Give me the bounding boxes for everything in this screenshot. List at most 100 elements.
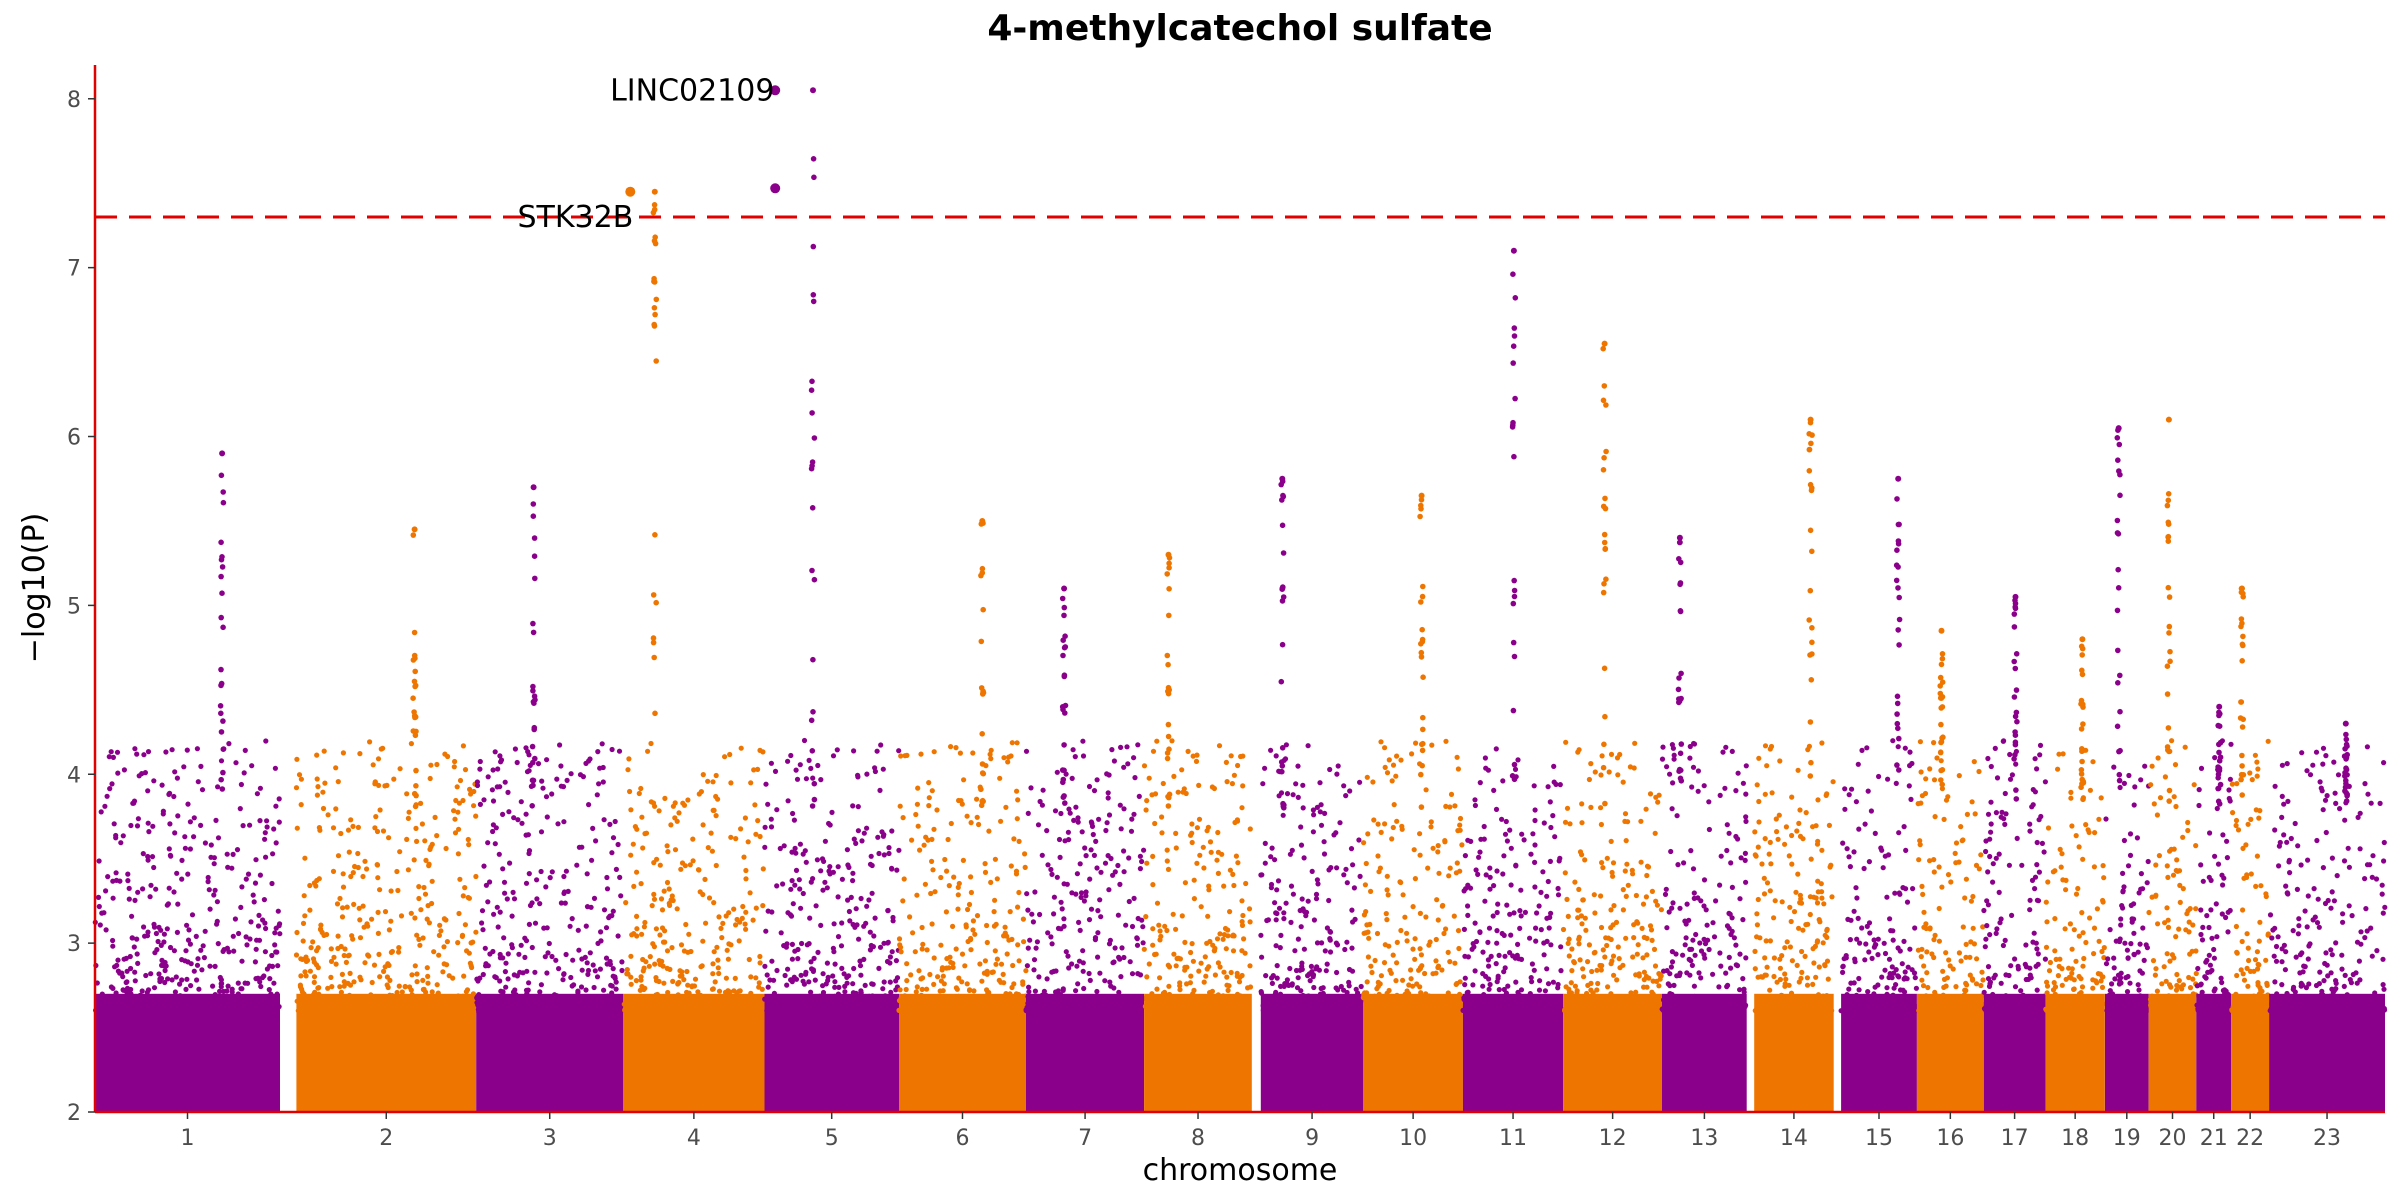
snp-point (889, 828, 895, 834)
snp-point (731, 906, 737, 912)
snp-point (641, 999, 647, 1006)
snp-point (1293, 1004, 1299, 1010)
snp-point (660, 939, 667, 945)
snp-point (1892, 890, 1898, 896)
snp-point (1510, 343, 1517, 350)
snp-point (810, 656, 816, 663)
snp-point (357, 974, 363, 980)
snp-point (801, 981, 808, 987)
snp-point (946, 1007, 953, 1014)
snp-point (1823, 1004, 1829, 1010)
snp-point (1728, 860, 1734, 866)
snp-point (1644, 935, 1650, 942)
snp-point (809, 459, 816, 465)
snp-point (1902, 745, 1908, 751)
snp-point (1020, 979, 1026, 985)
snp-point (367, 739, 373, 745)
snp-point (1327, 998, 1333, 1005)
snp-point (1871, 1008, 1877, 1014)
snp-point (1473, 997, 1479, 1004)
snp-point (1742, 850, 1748, 857)
snp-point (1368, 888, 1374, 895)
snp-point (1677, 539, 1683, 546)
snp-point (1303, 913, 1309, 919)
snp-point (1891, 1004, 1897, 1010)
chr-14-dense-band (1754, 993, 1834, 1112)
snp-point (1468, 838, 1474, 845)
snp-point (110, 754, 116, 761)
snp-point (1395, 1006, 1401, 1012)
snp-point (534, 877, 540, 883)
snp-point (625, 767, 631, 773)
snp-point (470, 939, 476, 945)
snp-point (482, 945, 488, 951)
snp-point (1600, 345, 1606, 352)
snp-point (1782, 981, 1788, 987)
snp-point (1317, 991, 1324, 997)
snp-point (844, 847, 851, 853)
snp-point (1871, 937, 1877, 943)
snp-point (307, 907, 313, 913)
snp-point (1809, 639, 1815, 646)
snp-point (904, 961, 910, 967)
snp-point (1743, 791, 1749, 797)
snp-point (1067, 1006, 1073, 1012)
snp-point (1849, 786, 1855, 792)
snp-point (785, 966, 791, 972)
snp-point (511, 896, 518, 902)
snp-point (871, 1007, 878, 1014)
snp-point (640, 956, 646, 963)
snp-point (888, 997, 895, 1003)
snp-point (926, 780, 932, 786)
snp-point (177, 993, 183, 999)
snp-point (1819, 895, 1825, 901)
snp-point (799, 940, 805, 947)
snp-point (713, 813, 719, 819)
snp-point (815, 949, 821, 956)
snp-point (224, 851, 230, 857)
snp-point (1117, 802, 1123, 808)
snp-point (736, 1008, 742, 1014)
snp-point (956, 975, 962, 981)
snp-point (598, 938, 604, 944)
snp-point (251, 899, 257, 905)
snp-point (166, 791, 172, 798)
snp-point (277, 931, 283, 937)
snp-point (931, 955, 937, 961)
snp-point (160, 808, 166, 814)
snp-point (1677, 581, 1683, 588)
snp-point (1121, 764, 1127, 770)
snp-point (430, 996, 436, 1002)
snp-point (1223, 946, 1229, 952)
snp-point (671, 999, 678, 1005)
snp-point (1342, 946, 1348, 953)
snp-point (984, 939, 990, 946)
snp-point (1807, 527, 1814, 534)
snp-point (1620, 907, 1626, 913)
snp-point (171, 948, 177, 954)
snp-point (134, 951, 140, 957)
snp-point (1419, 593, 1426, 600)
snp-point (1599, 753, 1605, 759)
snp-point (1688, 958, 1694, 964)
snp-point (927, 971, 933, 978)
snp-point (755, 818, 761, 824)
snp-point (757, 747, 763, 754)
snp-point (738, 826, 744, 832)
snp-point (1737, 896, 1743, 902)
snp-point (628, 981, 634, 987)
snp-point (986, 828, 992, 834)
snp-point (1204, 940, 1210, 946)
snp-point (803, 969, 809, 976)
snp-point (1566, 936, 1572, 942)
snp-point (1733, 942, 1739, 948)
snp-point (294, 998, 300, 1004)
snp-point (1599, 860, 1605, 866)
snp-point (1576, 941, 1582, 947)
snp-point (1058, 992, 1064, 998)
snp-point (372, 825, 378, 831)
snp-point (737, 988, 743, 994)
snp-point (1423, 914, 1429, 920)
snp-point (827, 864, 833, 870)
snp-point (818, 777, 824, 783)
